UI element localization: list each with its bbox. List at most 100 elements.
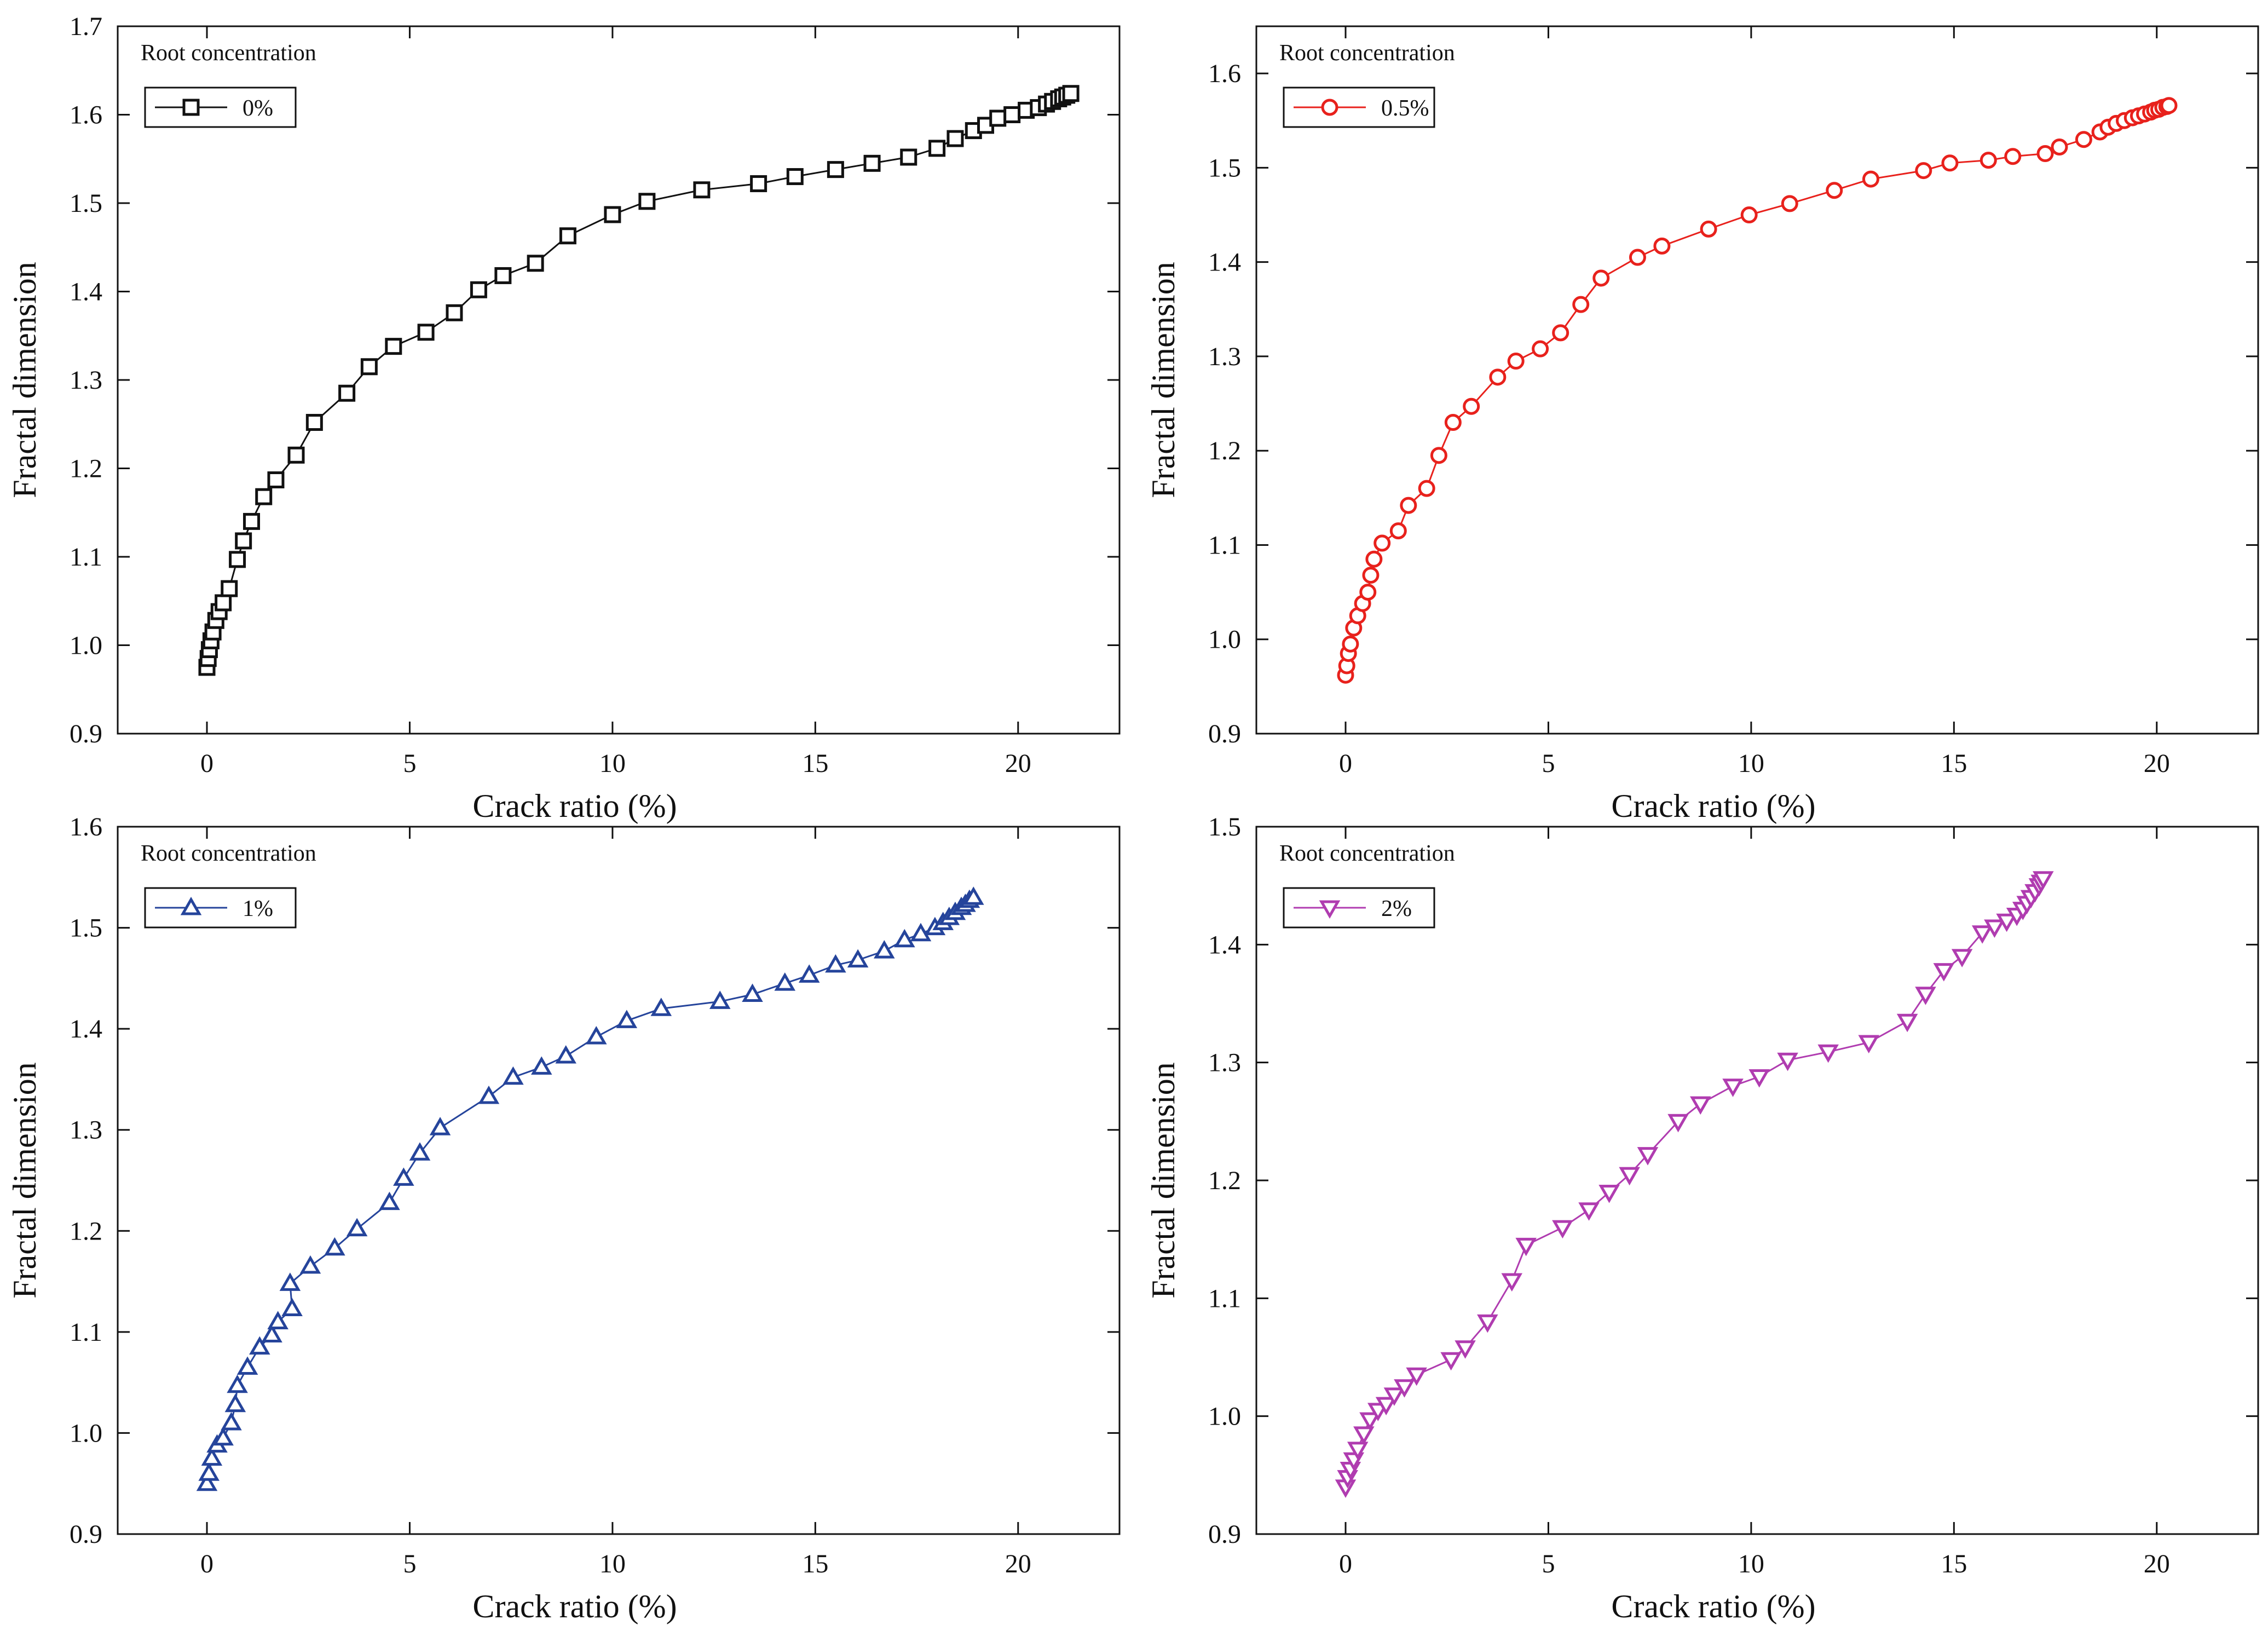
x-tick-label: 5 <box>403 1549 416 1578</box>
data-point <box>2075 131 2092 148</box>
data-point <box>360 358 378 376</box>
data-point <box>616 1010 638 1028</box>
y-axis-title: Fractal dimension <box>7 1062 43 1299</box>
data-point <box>1980 152 1997 169</box>
data-point <box>227 1374 248 1393</box>
data-point <box>863 154 881 172</box>
y-tick-label: 1.4 <box>70 278 102 307</box>
data-point <box>750 175 767 192</box>
legend-marker <box>182 99 200 116</box>
data-point <box>1915 987 1936 1005</box>
data-point <box>1826 182 1843 199</box>
data-point <box>1740 206 1758 224</box>
data-point <box>1971 925 1993 944</box>
x-tick-label: 15 <box>802 1549 828 1578</box>
legend-marker <box>180 897 202 915</box>
legend-title: Root concentration <box>141 41 316 66</box>
data-point <box>1896 1013 1918 1033</box>
data-point <box>1552 1220 1573 1239</box>
y-tick-label: 1.2 <box>70 454 102 483</box>
data-point <box>1515 1237 1537 1256</box>
data-point <box>1501 1273 1523 1292</box>
data-point <box>1374 534 1391 552</box>
data-point <box>1781 195 1798 212</box>
data-point <box>910 923 932 942</box>
chart-panel-4: 0 5 10 15 20 0.9 1.0 1.1 1.2 1.3 1.4 1.5 Crack ratio… <box>1145 812 2259 1624</box>
x-axis-title: Crack ratio (%) <box>1611 788 1815 824</box>
data-point <box>429 1117 451 1135</box>
y-tick-label: 1.0 <box>1208 625 1241 654</box>
data-point <box>1418 480 1435 497</box>
y-axis-title: Fractal dimension <box>1145 262 1181 498</box>
data-point <box>1653 237 1671 255</box>
data-point <box>894 929 915 948</box>
data-point <box>527 255 544 272</box>
data-point <box>1400 497 1417 514</box>
x-tick-label: 0 <box>200 1549 213 1578</box>
data-point <box>1455 1340 1476 1359</box>
data-point <box>559 227 576 245</box>
data-point <box>446 304 463 321</box>
series-line <box>206 93 1071 668</box>
y-tick-label: 1.5 <box>1208 812 1241 841</box>
data-point <box>2036 145 2054 163</box>
legend-label: 1% <box>243 896 273 921</box>
data-point <box>243 512 260 530</box>
data-point <box>1375 1397 1397 1416</box>
y-tick-label: 0.9 <box>70 719 102 748</box>
series-line <box>1344 105 2169 676</box>
x-tick-label: 5 <box>1542 1549 1555 1578</box>
x-tick-label: 5 <box>1542 749 1555 778</box>
data-point <box>928 140 946 157</box>
data-point <box>2051 139 2068 156</box>
data-point <box>1637 1147 1659 1166</box>
data-point <box>650 998 672 1016</box>
y-tick-label: 1.3 <box>70 366 102 395</box>
x-tick-label: 15 <box>802 749 828 778</box>
data-point <box>2004 148 2022 165</box>
x-axis-title: Crack ratio (%) <box>472 788 677 824</box>
data-point <box>1951 949 1973 967</box>
data-point <box>1383 1387 1405 1406</box>
data-point <box>1440 1352 1462 1371</box>
legend-title: Root concentration <box>141 841 316 866</box>
data-point <box>1463 397 1480 415</box>
y-tick-label: 1.6 <box>70 101 102 130</box>
x-axis-title: Crack ratio (%) <box>472 1588 677 1624</box>
data-point <box>1003 106 1021 123</box>
data-point <box>478 1085 500 1104</box>
data-point <box>235 532 252 550</box>
data-point <box>1062 85 1080 102</box>
data-point <box>1342 635 1359 653</box>
x-tick-label: 20 <box>1005 1549 1031 1578</box>
legend-label: 2% <box>1381 896 1412 921</box>
data-point <box>555 1045 576 1064</box>
data-point <box>393 1167 414 1186</box>
data-point <box>379 1191 400 1211</box>
y-tick-label: 1.2 <box>1208 436 1241 465</box>
plot-frame <box>1255 25 2259 735</box>
x-tick-label: 10 <box>599 1549 626 1578</box>
y-tick-label: 1.6 <box>70 812 102 841</box>
data-point <box>1389 522 1407 540</box>
data-point <box>324 1237 345 1256</box>
data-point <box>847 949 869 968</box>
data-point <box>2160 97 2178 114</box>
data-point <box>1362 567 1380 584</box>
data-point <box>1941 154 1959 172</box>
data-point <box>1667 1114 1689 1133</box>
data-point <box>1748 1069 1770 1088</box>
data-point <box>224 1393 246 1413</box>
data-point <box>417 324 435 341</box>
x-tick-label: 15 <box>1941 1549 1967 1578</box>
data-point <box>1984 919 2005 938</box>
data-point <box>1406 1367 1427 1386</box>
data-point <box>1619 1167 1640 1186</box>
data-point <box>1817 1044 1839 1063</box>
data-point <box>2033 871 2054 890</box>
data-point <box>385 338 402 355</box>
data-point <box>742 983 763 1002</box>
data-point <box>503 1066 524 1085</box>
legend-marker <box>1319 900 1341 919</box>
